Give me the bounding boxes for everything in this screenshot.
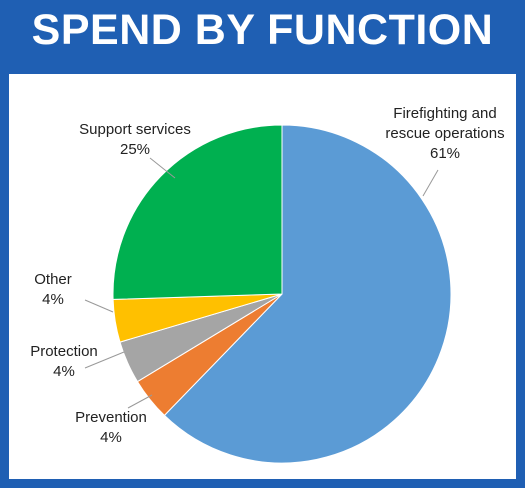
value-label: 4%	[53, 363, 75, 380]
category-label: Protection	[30, 343, 98, 360]
title: SPEND BY FUNCTION	[31, 6, 494, 54]
leader-lines	[84, 157, 439, 409]
leader-line	[422, 169, 439, 197]
slice-label: Support services 25%	[60, 120, 210, 160]
leader-line	[127, 394, 153, 409]
category-label: Support services	[79, 121, 191, 138]
value-label: 4%	[100, 429, 122, 446]
category-label: Firefighting and rescue operations	[385, 105, 505, 142]
value-label: 25%	[119, 141, 151, 158]
pie-slice	[163, 124, 452, 464]
leader-line	[84, 351, 125, 369]
pie-slice	[112, 124, 283, 300]
category-label: Other	[34, 271, 72, 288]
slice-label: Prevention 4%	[56, 408, 166, 448]
value-label: 61%	[429, 145, 461, 162]
slice-label: Protection 4%	[14, 342, 114, 382]
leader-line	[149, 157, 176, 179]
value-label: 4%	[42, 291, 64, 308]
category-label: Prevention	[75, 409, 147, 426]
slice-label: Other 4%	[18, 270, 88, 310]
slice-label: Firefighting and rescue operations 61%	[370, 104, 520, 164]
leader-line	[84, 299, 114, 313]
